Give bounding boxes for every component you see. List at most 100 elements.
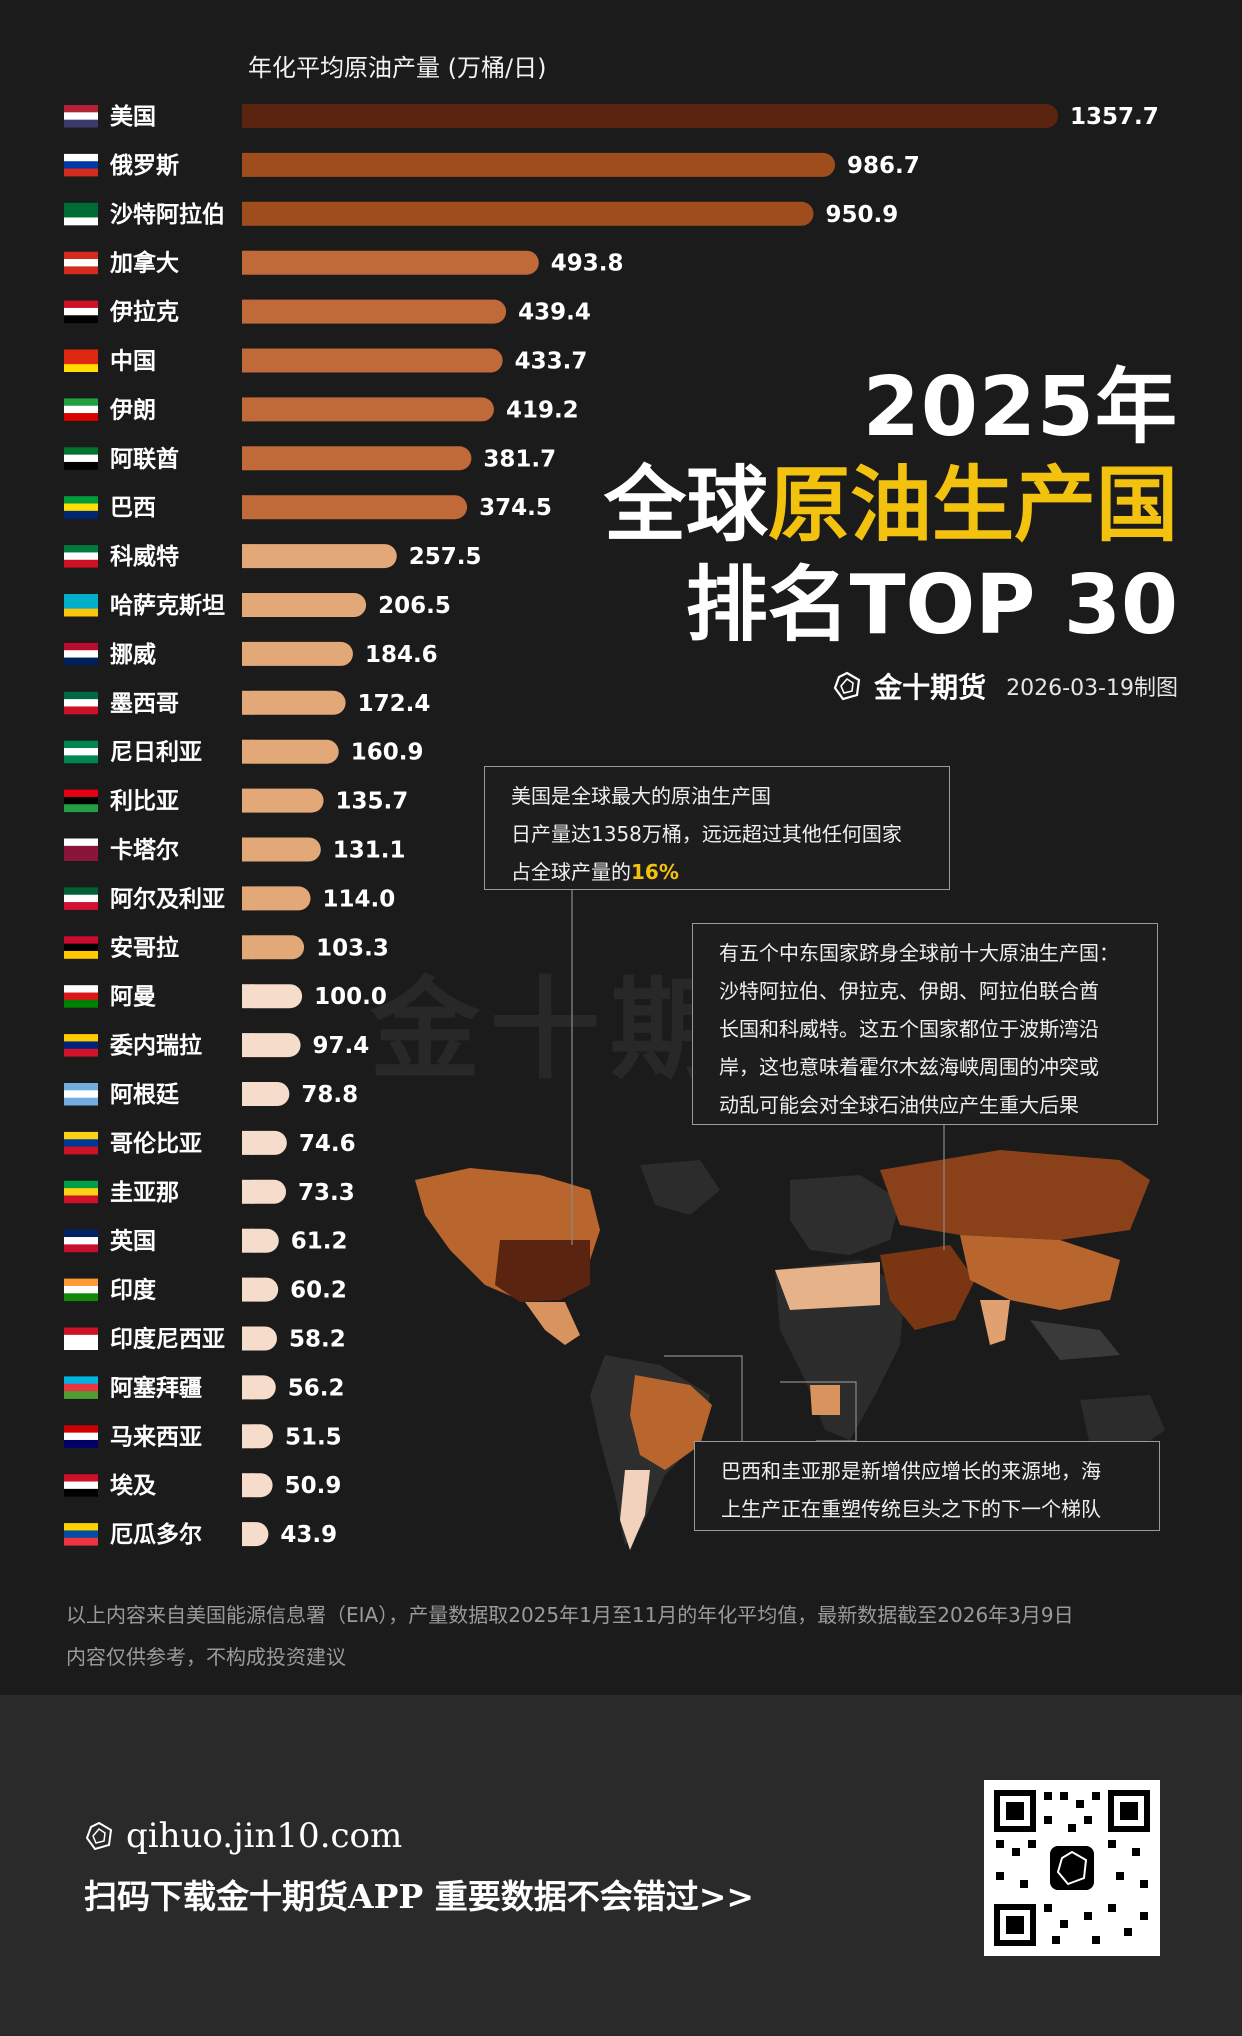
world-map [415,1150,1165,1550]
value-label: 97.4 [313,1033,370,1059]
bar [242,201,814,226]
bar [242,1033,301,1058]
flag-icon [64,349,98,372]
flag-icon [64,545,98,568]
country-label: 阿联酋 [110,445,179,472]
value-label: 60.2 [290,1278,347,1304]
value-label: 74.6 [299,1131,356,1157]
bar [242,348,503,373]
bar [242,739,339,764]
country-label: 阿尔及利亚 [110,885,225,912]
jin10-logo-icon [833,671,861,701]
bar [242,593,367,617]
bar-left-cap [242,201,254,226]
value-label: 56.2 [288,1375,345,1401]
bar [242,690,346,715]
country-label: 伊朗 [109,396,156,423]
note-usa: 美国是全球最大的原油生产国 日产量达1358万桶，远远超过其他任何国家 占全球产… [484,766,950,890]
bar-left-cap [242,837,254,862]
note-usa-share-text: 占全球产量的 [511,860,631,884]
bar-left-cap [242,935,254,960]
flag-icon [64,1474,98,1497]
bar-left-cap [242,152,254,177]
note-usa-line: 美国是全球最大的原油生产国 [511,784,771,808]
country-label: 美国 [110,103,156,130]
bar [242,152,836,177]
title-prefix: 全球 [603,458,768,553]
note-mideast: 有五个中东国家跻身全球前十大原油生产国： 沙特阿拉伯、伊拉克、伊朗、阿拉伯联合酋… [692,923,1158,1125]
brand-row: 金十期货 2026-03-19制图 [832,666,1178,706]
value-label: 374.5 [479,495,552,521]
flag-icon [64,1180,98,1204]
value-label: 131.1 [333,838,406,864]
map-greenland [640,1160,720,1215]
flag-icon [64,691,98,715]
map-southeast-asia [1030,1320,1120,1360]
country-label: 安哥拉 [110,934,179,961]
flag-icon [64,105,98,128]
flag-icon [64,985,98,1008]
note-brazil-line: 巴西和圭亚那是新增供应增长的来源地，海 [721,1459,1101,1483]
value-label: 114.0 [323,886,396,912]
value-label: 381.7 [483,446,556,472]
bar-left-cap [242,739,254,764]
value-label: 100.0 [314,984,387,1010]
bar [242,250,539,275]
note-mideast-line: 岸，这也意味着霍尔木兹海峡周围的冲突或 [719,1055,1099,1079]
value-label: 78.8 [301,1082,358,1108]
bar-left-cap [242,788,254,813]
map-asia [960,1235,1120,1310]
qr-code-pattern [994,1790,1150,1946]
qr-code[interactable] [984,1780,1160,1956]
value-label: 493.8 [551,251,624,277]
value-label: 950.9 [826,202,899,228]
title-block: 2025年 全球原油生产国 排名TOP 30 [604,360,1178,656]
country-label: 哥伦比亚 [110,1130,202,1157]
value-label: 433.7 [515,349,588,375]
disclaimer-line: 内容仅供参考，不构成投资建议 [66,1645,346,1669]
flag-icon [64,740,98,764]
value-label: 986.7 [847,153,920,179]
note-usa-line: 占全球产量的16% [511,853,923,891]
country-label: 俄罗斯 [109,152,179,179]
flag-icon [64,936,98,959]
bar-left-cap [242,1424,254,1449]
bar-left-cap [242,1277,254,1302]
country-label: 墨西哥 [110,691,179,717]
bar-left-cap [242,1179,254,1204]
note-usa-line: 日产量达1358万桶，远远超过其他任何国家 [511,822,902,846]
value-label: 61.2 [291,1229,348,1255]
flag-icon [64,398,98,421]
bar-left-cap [242,495,254,520]
country-label: 利比亚 [110,789,179,815]
flag-icon [64,1083,98,1106]
bar-left-cap [242,1228,254,1253]
map-mexico [525,1302,580,1345]
country-label: 阿根廷 [110,1082,180,1108]
flag-icon [64,496,98,519]
country-label: 埃及 [110,1472,156,1499]
value-label: 43.9 [280,1522,337,1548]
bar-left-cap [242,1522,254,1547]
country-label: 尼日利亚 [110,740,202,766]
map-middle-east [880,1245,975,1330]
bar-left-cap [242,250,254,275]
title-line3: 排名TOP 30 [685,558,1178,653]
flag-icon [64,838,98,861]
note-usa-share-value: 16% [631,860,679,884]
title-line2: 全球原油生产国 [604,456,1178,556]
footer-url[interactable]: qihuo.jin10.com [84,1816,402,1856]
value-label: 73.3 [298,1180,355,1206]
bar [242,397,494,422]
value-label: 160.9 [351,740,424,766]
bar [242,641,353,666]
bar [242,544,397,569]
bar-left-cap [242,1130,254,1155]
map-argentina [620,1470,650,1550]
map-russia [880,1150,1150,1240]
bar [242,886,311,911]
country-label: 挪威 [110,641,156,668]
country-label: 卡塔尔 [110,837,179,864]
bar-chart: 美国 1357.7 俄罗斯 986.7 沙特阿拉伯 950.9 加拿大 493.8 伊拉克 439… [64,103,1165,1550]
title-highlight: 原油生产国 [767,458,1178,553]
